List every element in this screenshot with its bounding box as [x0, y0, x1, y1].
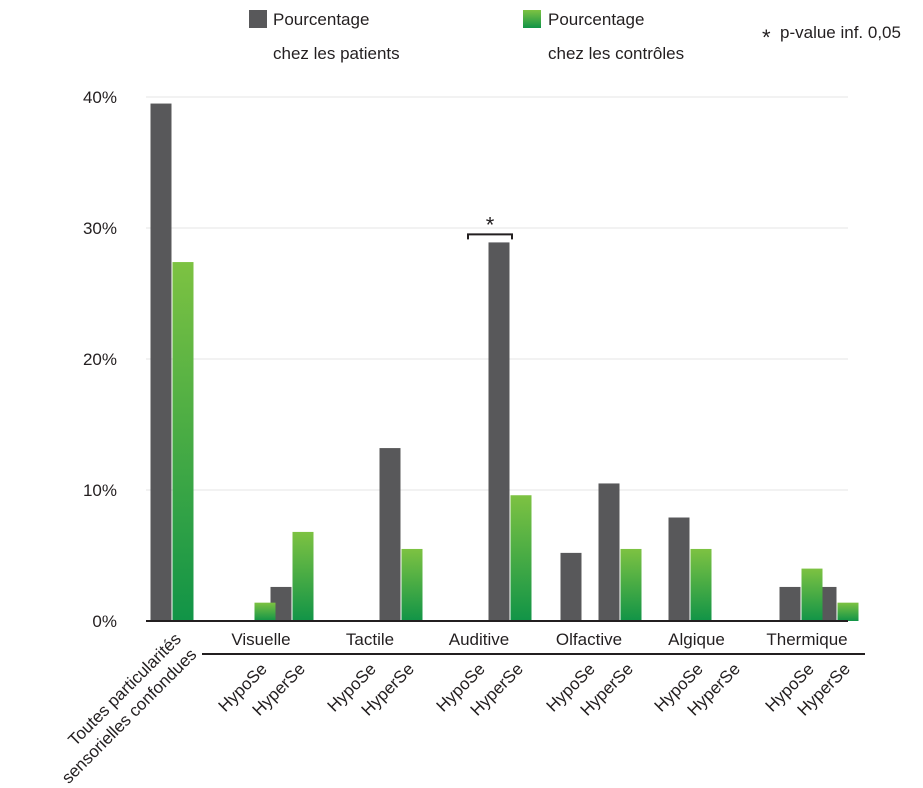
annotations: * — [467, 212, 513, 240]
legend-label-patients-line2: chez les patients — [273, 44, 400, 63]
y-axis-ticks: 0% 10% 20% 30% 40% — [83, 88, 117, 631]
group-label: Visuelle — [231, 630, 290, 649]
y-tick-label: 20% — [83, 350, 117, 369]
y-tick-label: 30% — [83, 219, 117, 238]
legend-label-controls-line1: Pourcentage — [548, 10, 644, 29]
y-tick-label: 10% — [83, 481, 117, 500]
x-tick-label: Toutes particularitéssensorielles confon… — [42, 629, 200, 787]
group-label: Auditive — [449, 630, 509, 649]
bar-patients — [668, 517, 690, 621]
bar-controls — [292, 531, 314, 621]
bar-patients — [270, 586, 292, 621]
group-label: Olfactive — [556, 630, 622, 649]
bar-controls — [801, 568, 823, 621]
y-tick-label: 0% — [92, 612, 117, 631]
bars — [150, 103, 859, 622]
legend-significance-label: p-value inf. 0,05 — [780, 23, 901, 42]
bar-controls — [510, 495, 532, 621]
bar-controls — [837, 602, 859, 621]
bar-patients — [150, 103, 172, 622]
bar-patients — [779, 586, 801, 621]
bar-patients — [379, 448, 401, 621]
legend-significance-star: * — [762, 25, 771, 50]
legend: Pourcentage chez les patients Pourcentag… — [249, 10, 901, 63]
bar-controls — [690, 548, 712, 621]
y-tick-label: 40% — [83, 88, 117, 107]
legend-swatch-controls — [523, 10, 541, 28]
group-label: Tactile — [346, 630, 394, 649]
group-label: Algique — [668, 630, 725, 649]
legend-swatch-patients — [249, 10, 267, 28]
bar-patients — [488, 242, 510, 621]
bar-patients — [560, 552, 582, 621]
legend-label-controls-line2: chez les contrôles — [548, 44, 684, 63]
bar-controls — [401, 548, 423, 621]
significance-star: * — [486, 212, 495, 237]
bar-controls — [620, 548, 642, 621]
bar-controls — [254, 602, 276, 621]
significance-bracket — [467, 233, 513, 240]
bar-controls — [172, 262, 194, 621]
group-label: Thermique — [766, 630, 847, 649]
category-groups: Visuelle Tactile Auditive Olfactive Algique T… — [202, 630, 865, 655]
legend-label-patients-line1: Pourcentage — [273, 10, 369, 29]
bar-patients — [598, 483, 620, 621]
